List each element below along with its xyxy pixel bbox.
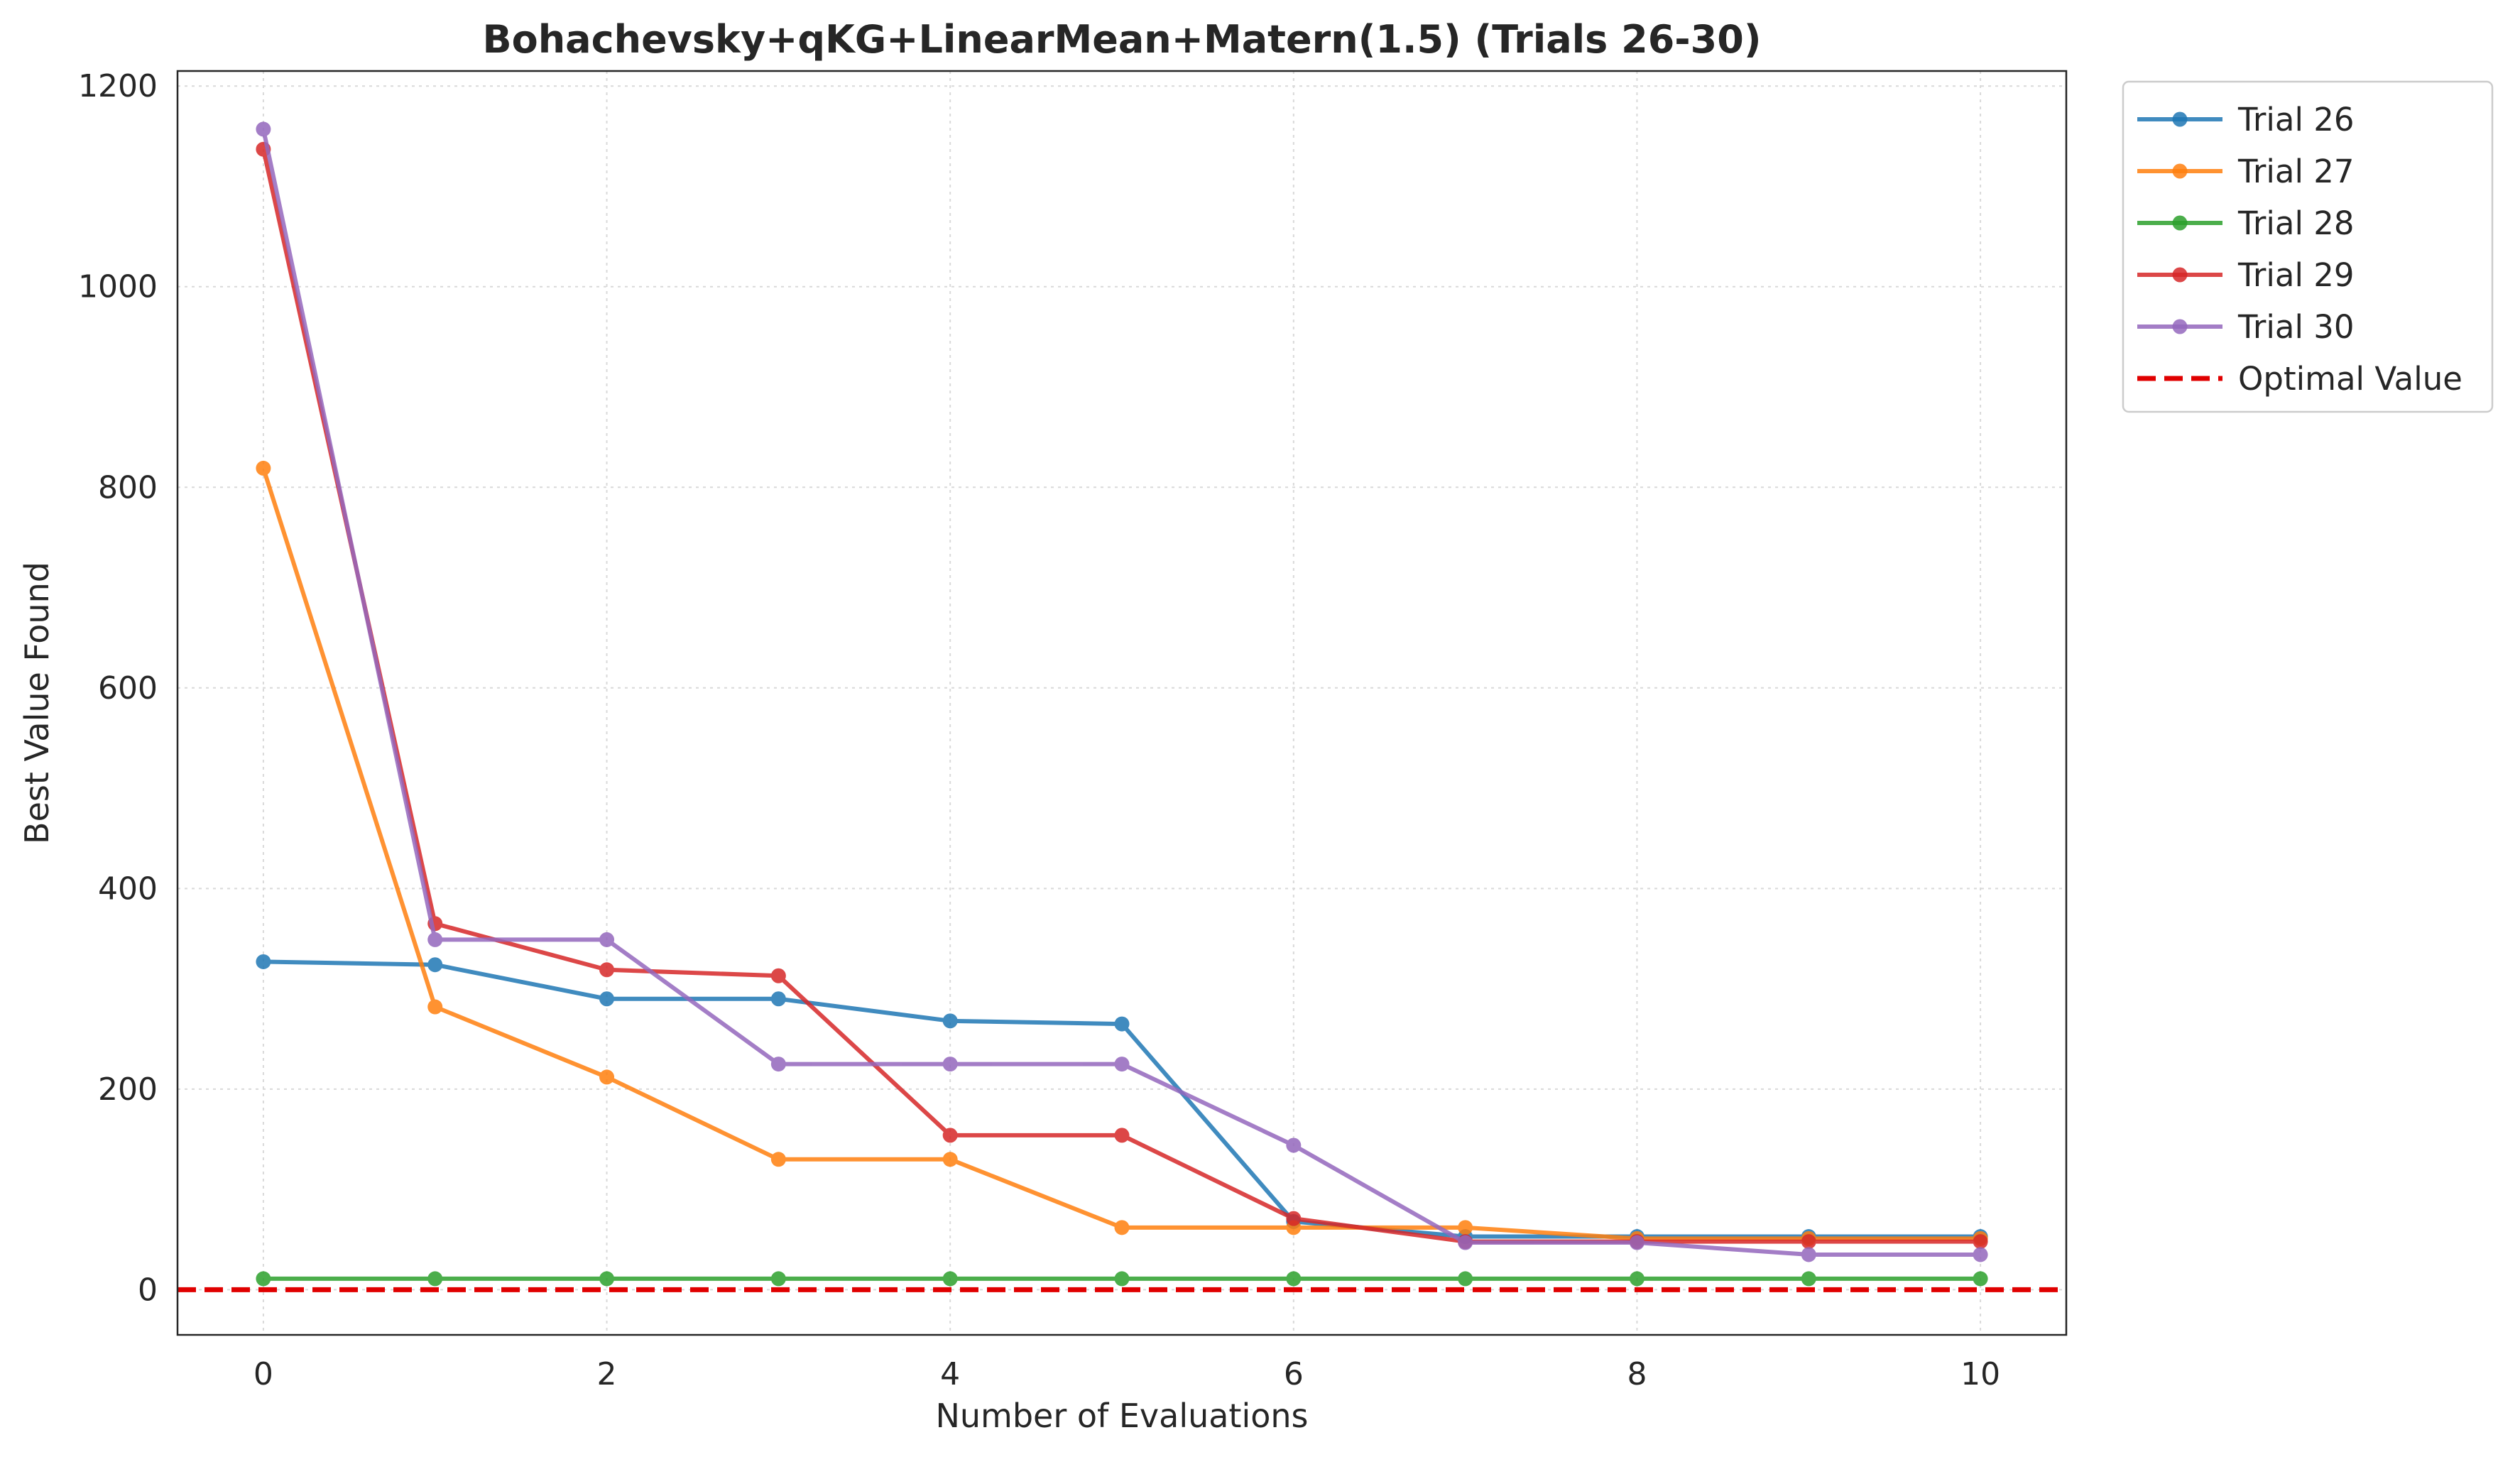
data-point bbox=[1458, 1271, 1473, 1287]
data-point bbox=[256, 1271, 271, 1287]
data-point bbox=[770, 968, 786, 983]
series-layer bbox=[256, 121, 1988, 1287]
ticks: 0 2 4 6 8 10 0 200 400 600 800 1000 1200 bbox=[78, 68, 2000, 1392]
y-tick-label: 1000 bbox=[78, 269, 158, 305]
data-point bbox=[256, 460, 271, 476]
data-point bbox=[427, 957, 443, 973]
data-point bbox=[1801, 1271, 1816, 1287]
data-point bbox=[1114, 1220, 1130, 1235]
legend-label: Trial 28 bbox=[2237, 204, 2355, 242]
legend-item: Trial 30 bbox=[2137, 308, 2355, 346]
data-point bbox=[599, 991, 615, 1007]
grid bbox=[178, 71, 2066, 1335]
legend-label: Trial 29 bbox=[2237, 256, 2355, 294]
data-point bbox=[1286, 1137, 1302, 1153]
x-axis-label: Number of Evaluations bbox=[935, 1397, 1308, 1435]
data-point bbox=[770, 1057, 786, 1072]
legend-label: Optimal Value bbox=[2238, 360, 2462, 398]
data-point bbox=[1973, 1271, 1988, 1287]
legend-item: Trial 29 bbox=[2137, 256, 2355, 294]
x-tick-label: 4 bbox=[940, 1356, 960, 1392]
x-tick-label: 2 bbox=[597, 1356, 617, 1392]
data-point bbox=[599, 962, 615, 978]
legend-swatch-marker bbox=[2172, 163, 2188, 179]
data-point bbox=[1458, 1235, 1473, 1250]
legend-label: Trial 30 bbox=[2237, 308, 2355, 346]
data-point bbox=[1286, 1211, 1302, 1226]
data-point bbox=[1801, 1247, 1816, 1262]
data-point bbox=[256, 121, 271, 137]
data-point bbox=[942, 1013, 958, 1029]
legend-frame bbox=[2122, 80, 2494, 413]
data-point bbox=[427, 999, 443, 1015]
legend-item: Trial 28 bbox=[2137, 204, 2355, 242]
legend-item: Trial 27 bbox=[2137, 153, 2355, 190]
data-point bbox=[599, 932, 615, 947]
legend: Trial 26 Trial 27 Trial 28 Trial 29 Trial 30… bbox=[2122, 80, 2494, 413]
data-point bbox=[1629, 1271, 1644, 1287]
data-point bbox=[770, 1152, 786, 1167]
data-point bbox=[1114, 1271, 1130, 1287]
legend-label: Trial 26 bbox=[2237, 101, 2355, 138]
data-point bbox=[427, 932, 443, 947]
y-tick-label: 800 bbox=[98, 469, 158, 506]
data-point bbox=[1114, 1016, 1130, 1032]
x-tick-label: 6 bbox=[1284, 1356, 1304, 1392]
y-tick-label: 1200 bbox=[78, 68, 158, 104]
data-point bbox=[1629, 1235, 1644, 1250]
legend-label: Trial 27 bbox=[2237, 153, 2355, 190]
data-point bbox=[1973, 1234, 1988, 1250]
y-tick-label: 600 bbox=[98, 670, 158, 706]
series-trial-28 bbox=[256, 1271, 1988, 1287]
x-tick-label: 0 bbox=[253, 1356, 273, 1392]
y-axis-label: Best Value Found bbox=[18, 562, 56, 844]
x-tick-label: 10 bbox=[1960, 1356, 2000, 1392]
y-tick-label: 400 bbox=[98, 871, 158, 907]
data-point bbox=[942, 1152, 958, 1167]
data-point bbox=[942, 1128, 958, 1143]
legend-item: Trial 26 bbox=[2137, 101, 2355, 138]
data-point bbox=[770, 1271, 786, 1287]
data-point bbox=[1801, 1234, 1816, 1250]
legend-swatch-marker bbox=[2172, 215, 2188, 231]
series-trial-30 bbox=[256, 121, 1988, 1262]
data-point bbox=[599, 1271, 615, 1287]
data-point bbox=[1286, 1271, 1302, 1287]
series-trial-27 bbox=[256, 460, 1988, 1246]
data-point bbox=[1458, 1220, 1473, 1235]
data-point bbox=[942, 1271, 958, 1287]
data-point bbox=[427, 1271, 443, 1287]
data-point bbox=[599, 1069, 615, 1085]
data-point bbox=[1114, 1057, 1130, 1072]
data-point bbox=[770, 991, 786, 1007]
legend-swatch-marker bbox=[2172, 319, 2188, 334]
chart-title: Bohachevsky+qKG+LinearMean+Matern(1.5) (… bbox=[482, 17, 1761, 62]
x-tick-label: 8 bbox=[1627, 1356, 1647, 1392]
data-point bbox=[1114, 1128, 1130, 1143]
data-point bbox=[256, 954, 271, 969]
plot-frame bbox=[176, 70, 2068, 1336]
y-tick-label: 0 bbox=[138, 1272, 158, 1308]
data-point bbox=[1973, 1247, 1988, 1262]
data-point bbox=[942, 1057, 958, 1072]
y-tick-label: 200 bbox=[98, 1071, 158, 1108]
legend-item: Optimal Value bbox=[2137, 360, 2462, 398]
legend-swatch-marker bbox=[2172, 111, 2188, 127]
legend-swatch-marker bbox=[2172, 267, 2188, 283]
